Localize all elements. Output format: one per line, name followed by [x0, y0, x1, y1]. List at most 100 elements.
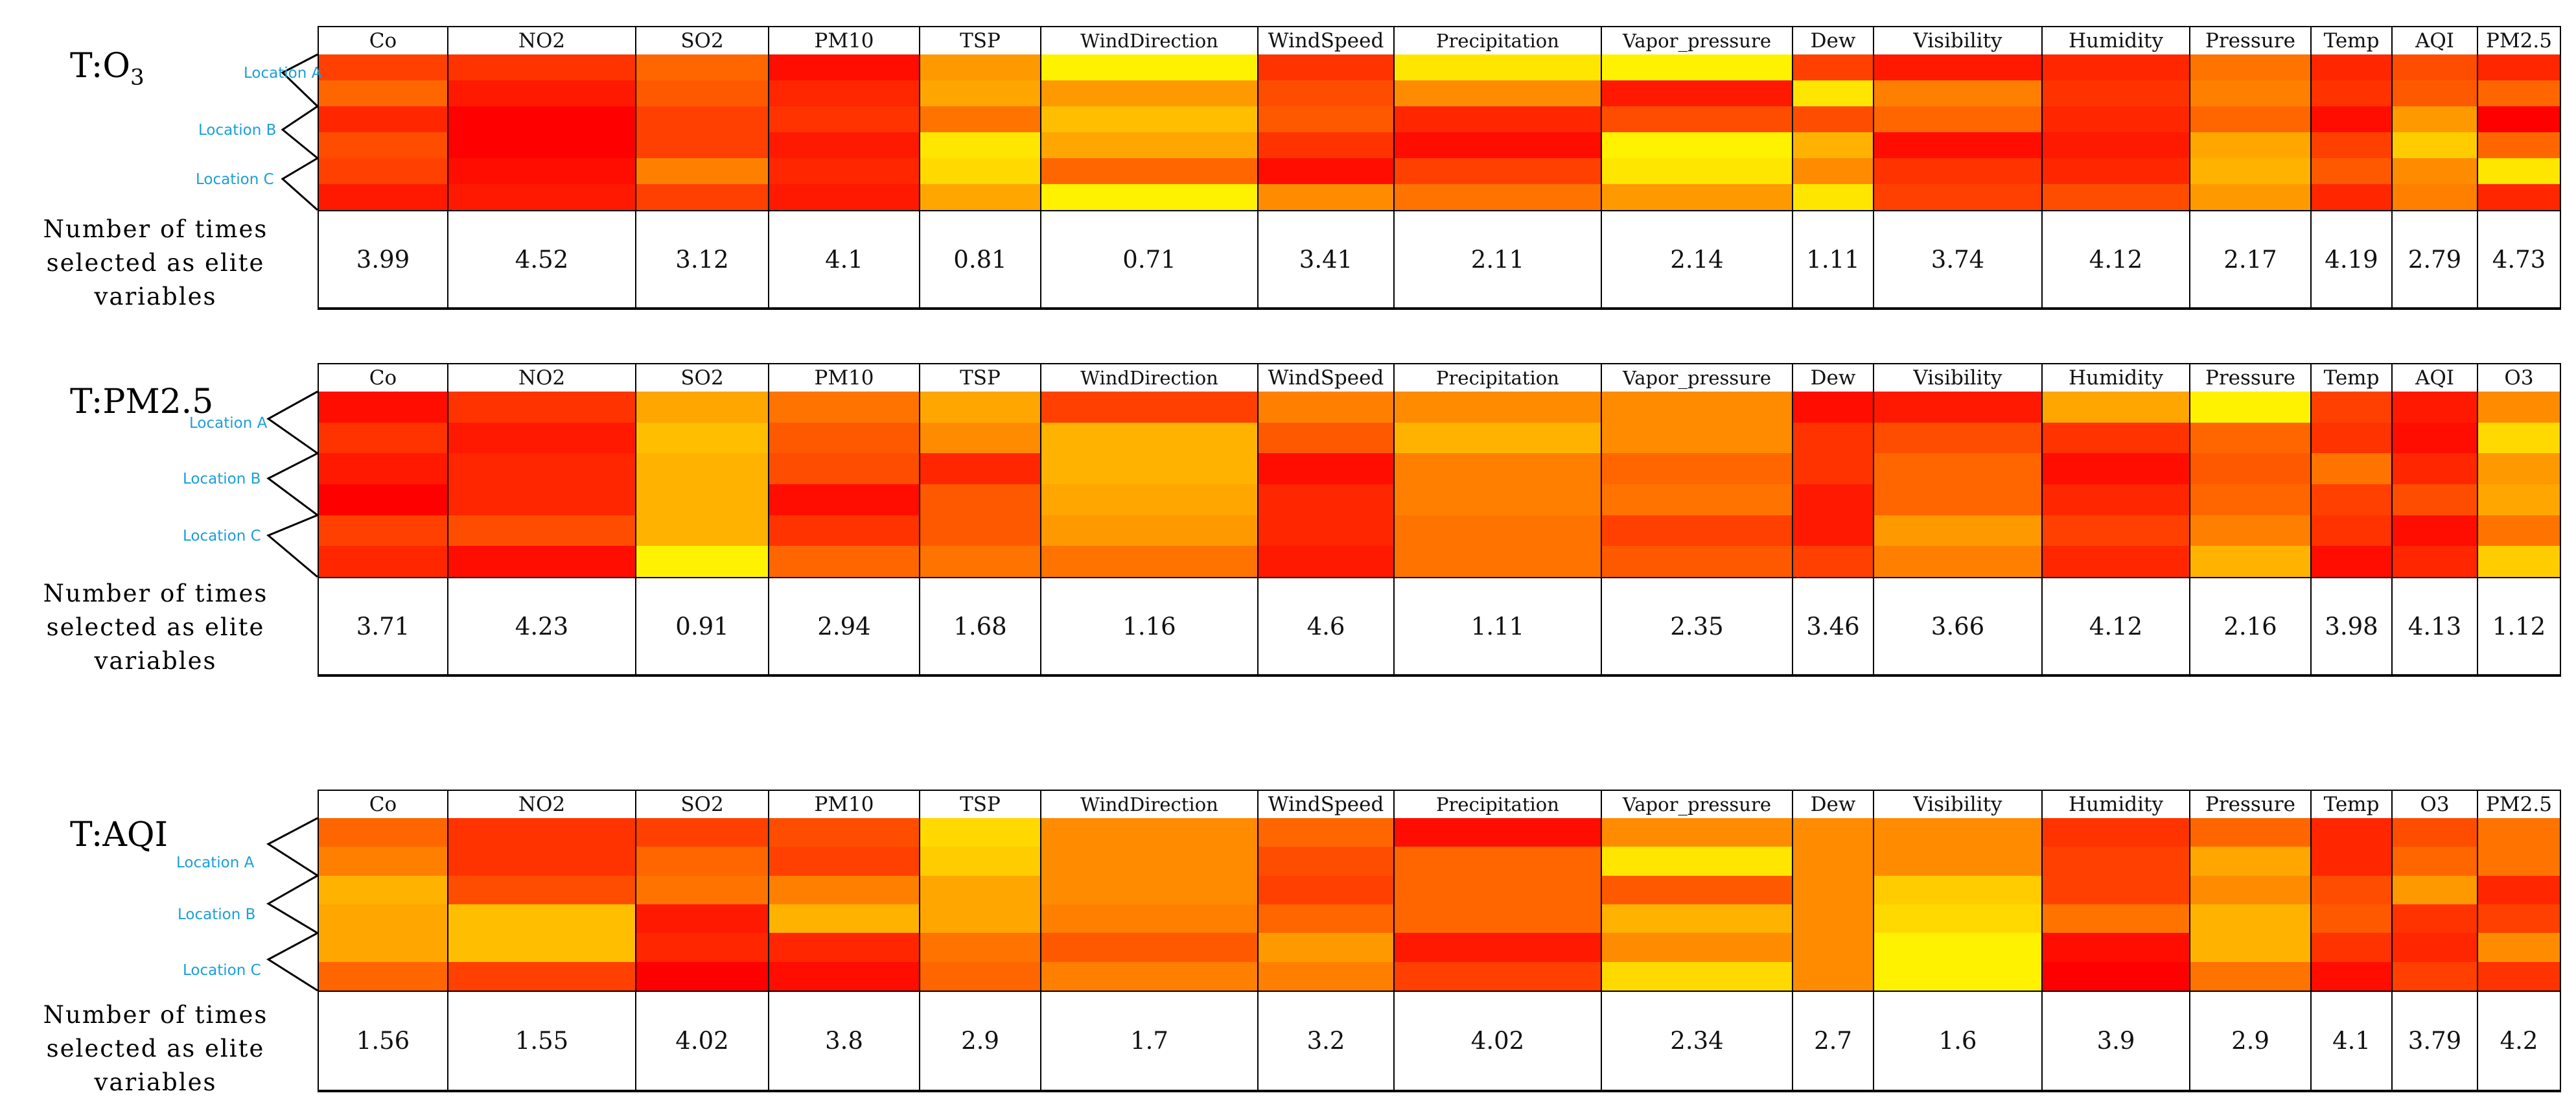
heatmap-cell [2189, 546, 2311, 578]
heatmap-cell [1873, 106, 2042, 133]
heatmap-cell [635, 933, 769, 963]
heatmap-cell [2189, 847, 2311, 876]
heatmap-cell [2189, 184, 2311, 211]
heatmap-cell [2391, 961, 2477, 991]
heatmap-cell [1601, 132, 1793, 159]
heatmap-cell [2041, 158, 2190, 185]
heatmap-cell [1601, 184, 1793, 211]
column-header: Visibility [1873, 790, 2043, 819]
heatmap-cell [2310, 392, 2392, 423]
heatmap-cell [2477, 484, 2560, 516]
heatmap-cell [318, 132, 448, 159]
location-label: Location A [176, 854, 255, 871]
heatmap-cell [1792, 961, 1874, 991]
column-header: PM2.5 [2477, 790, 2561, 819]
heatmap-cell [1873, 184, 2042, 211]
heatmap-cell [919, 875, 1041, 905]
heatmap-cell [2041, 904, 2190, 934]
heatmap-cell [1393, 515, 1601, 547]
heatmap-cell [318, 933, 448, 963]
column-header: Co [318, 363, 448, 393]
heatmap-cell [2310, 847, 2392, 876]
column-header: TSP [919, 363, 1041, 393]
elite-count-value: 2.79 [2391, 210, 2478, 309]
heatmap-cell [447, 904, 636, 934]
heatmap-cell [1601, 80, 1793, 107]
heatmap-cell [2310, 546, 2392, 578]
heatmap-column-divider [2310, 54, 2312, 210]
heatmap-cell [447, 184, 636, 211]
heatmap-cell [1257, 484, 1394, 516]
heatmap-cell [2391, 484, 2477, 516]
column-header: O3 [2477, 363, 2561, 393]
heatmap-cell [2189, 484, 2311, 516]
elite-count-value: 3.2 [1257, 991, 1395, 1091]
heatmap-cell [919, 54, 1041, 81]
panel-title-text: T:O [70, 47, 130, 86]
heatmap-cell [447, 158, 636, 185]
heatmap-cell [318, 80, 448, 107]
heatmap-cell [447, 106, 636, 133]
elite-count-value: 4.2 [2477, 991, 2561, 1091]
heatmap-column-divider [2560, 392, 2561, 577]
heatmap-cell [2189, 904, 2311, 934]
elite-count-value: 2.14 [1601, 210, 1793, 309]
heatmap-cell [2189, 933, 2311, 963]
heatmap-cell [1601, 54, 1793, 81]
heatmap-cell [2477, 158, 2560, 185]
heatmap-cell [318, 515, 448, 547]
heatmap-cell [318, 847, 448, 876]
heatmap-cell [2477, 132, 2560, 159]
elite-count-row-label: Number of times selected as elite variab… [43, 215, 268, 311]
column-header: AQI [2391, 26, 2478, 56]
heatmap-column-divider [768, 818, 769, 991]
heatmap-cell [318, 818, 448, 848]
column-header: PM10 [768, 790, 920, 819]
location-label: Location C [183, 528, 261, 545]
heatmap-cell [1257, 453, 1394, 485]
elite-count-value: 1.16 [1040, 577, 1259, 675]
heatmap-column-divider [2310, 818, 2312, 991]
heatmap-cell [1257, 875, 1394, 905]
heatmap-cell [919, 484, 1041, 516]
heatmap-cell [2189, 80, 2311, 107]
heatmap-cell [768, 847, 920, 876]
heatmap-cell [1257, 158, 1394, 185]
location-label: Location A [189, 415, 268, 432]
heatmap-cell [768, 453, 920, 485]
heatmap-column-divider [919, 818, 920, 991]
column-header: Humidity [2041, 790, 2190, 819]
heatmap-cell [1393, 546, 1601, 578]
elite-count-value: 1.55 [447, 991, 636, 1091]
column-header: WindSpeed [1257, 363, 1395, 393]
heatmap-cell [1257, 546, 1394, 578]
heatmap-cell [635, 961, 769, 991]
elite-count-value: 1.7 [1040, 991, 1259, 1091]
heatmap-cell [1873, 132, 2042, 159]
elite-count-value: 4.12 [2041, 210, 2190, 309]
heatmap-cell [447, 515, 636, 547]
heatmap-cell [2310, 54, 2392, 81]
heatmap-cell [768, 904, 920, 934]
heatmap-cell [2477, 453, 2560, 485]
heatmap-cell [2477, 933, 2560, 963]
heatmap-cell [1873, 818, 2042, 848]
elite-count-value: 0.91 [635, 577, 769, 675]
heatmap-cell [2189, 422, 2311, 454]
heatmap-cell [1040, 132, 1258, 159]
heatmap-cell [1792, 453, 1874, 485]
heatmap-cell [1873, 422, 2042, 454]
heatmap-column-divider [1792, 54, 1793, 210]
elite-count-value: 4.13 [2391, 577, 2478, 675]
heatmap-cell [2477, 515, 2560, 547]
heatmap-cell [447, 818, 636, 848]
heatmap-cell [1040, 453, 1258, 485]
heatmap-cell [2477, 546, 2560, 578]
heatmap-cell [2310, 904, 2392, 934]
heatmap-column-divider [2310, 392, 2312, 577]
heatmap-column-divider [919, 392, 920, 577]
column-header: Temp [2310, 363, 2393, 393]
heatmap-cell [1040, 818, 1258, 848]
heatmap-cell [2041, 875, 2190, 905]
